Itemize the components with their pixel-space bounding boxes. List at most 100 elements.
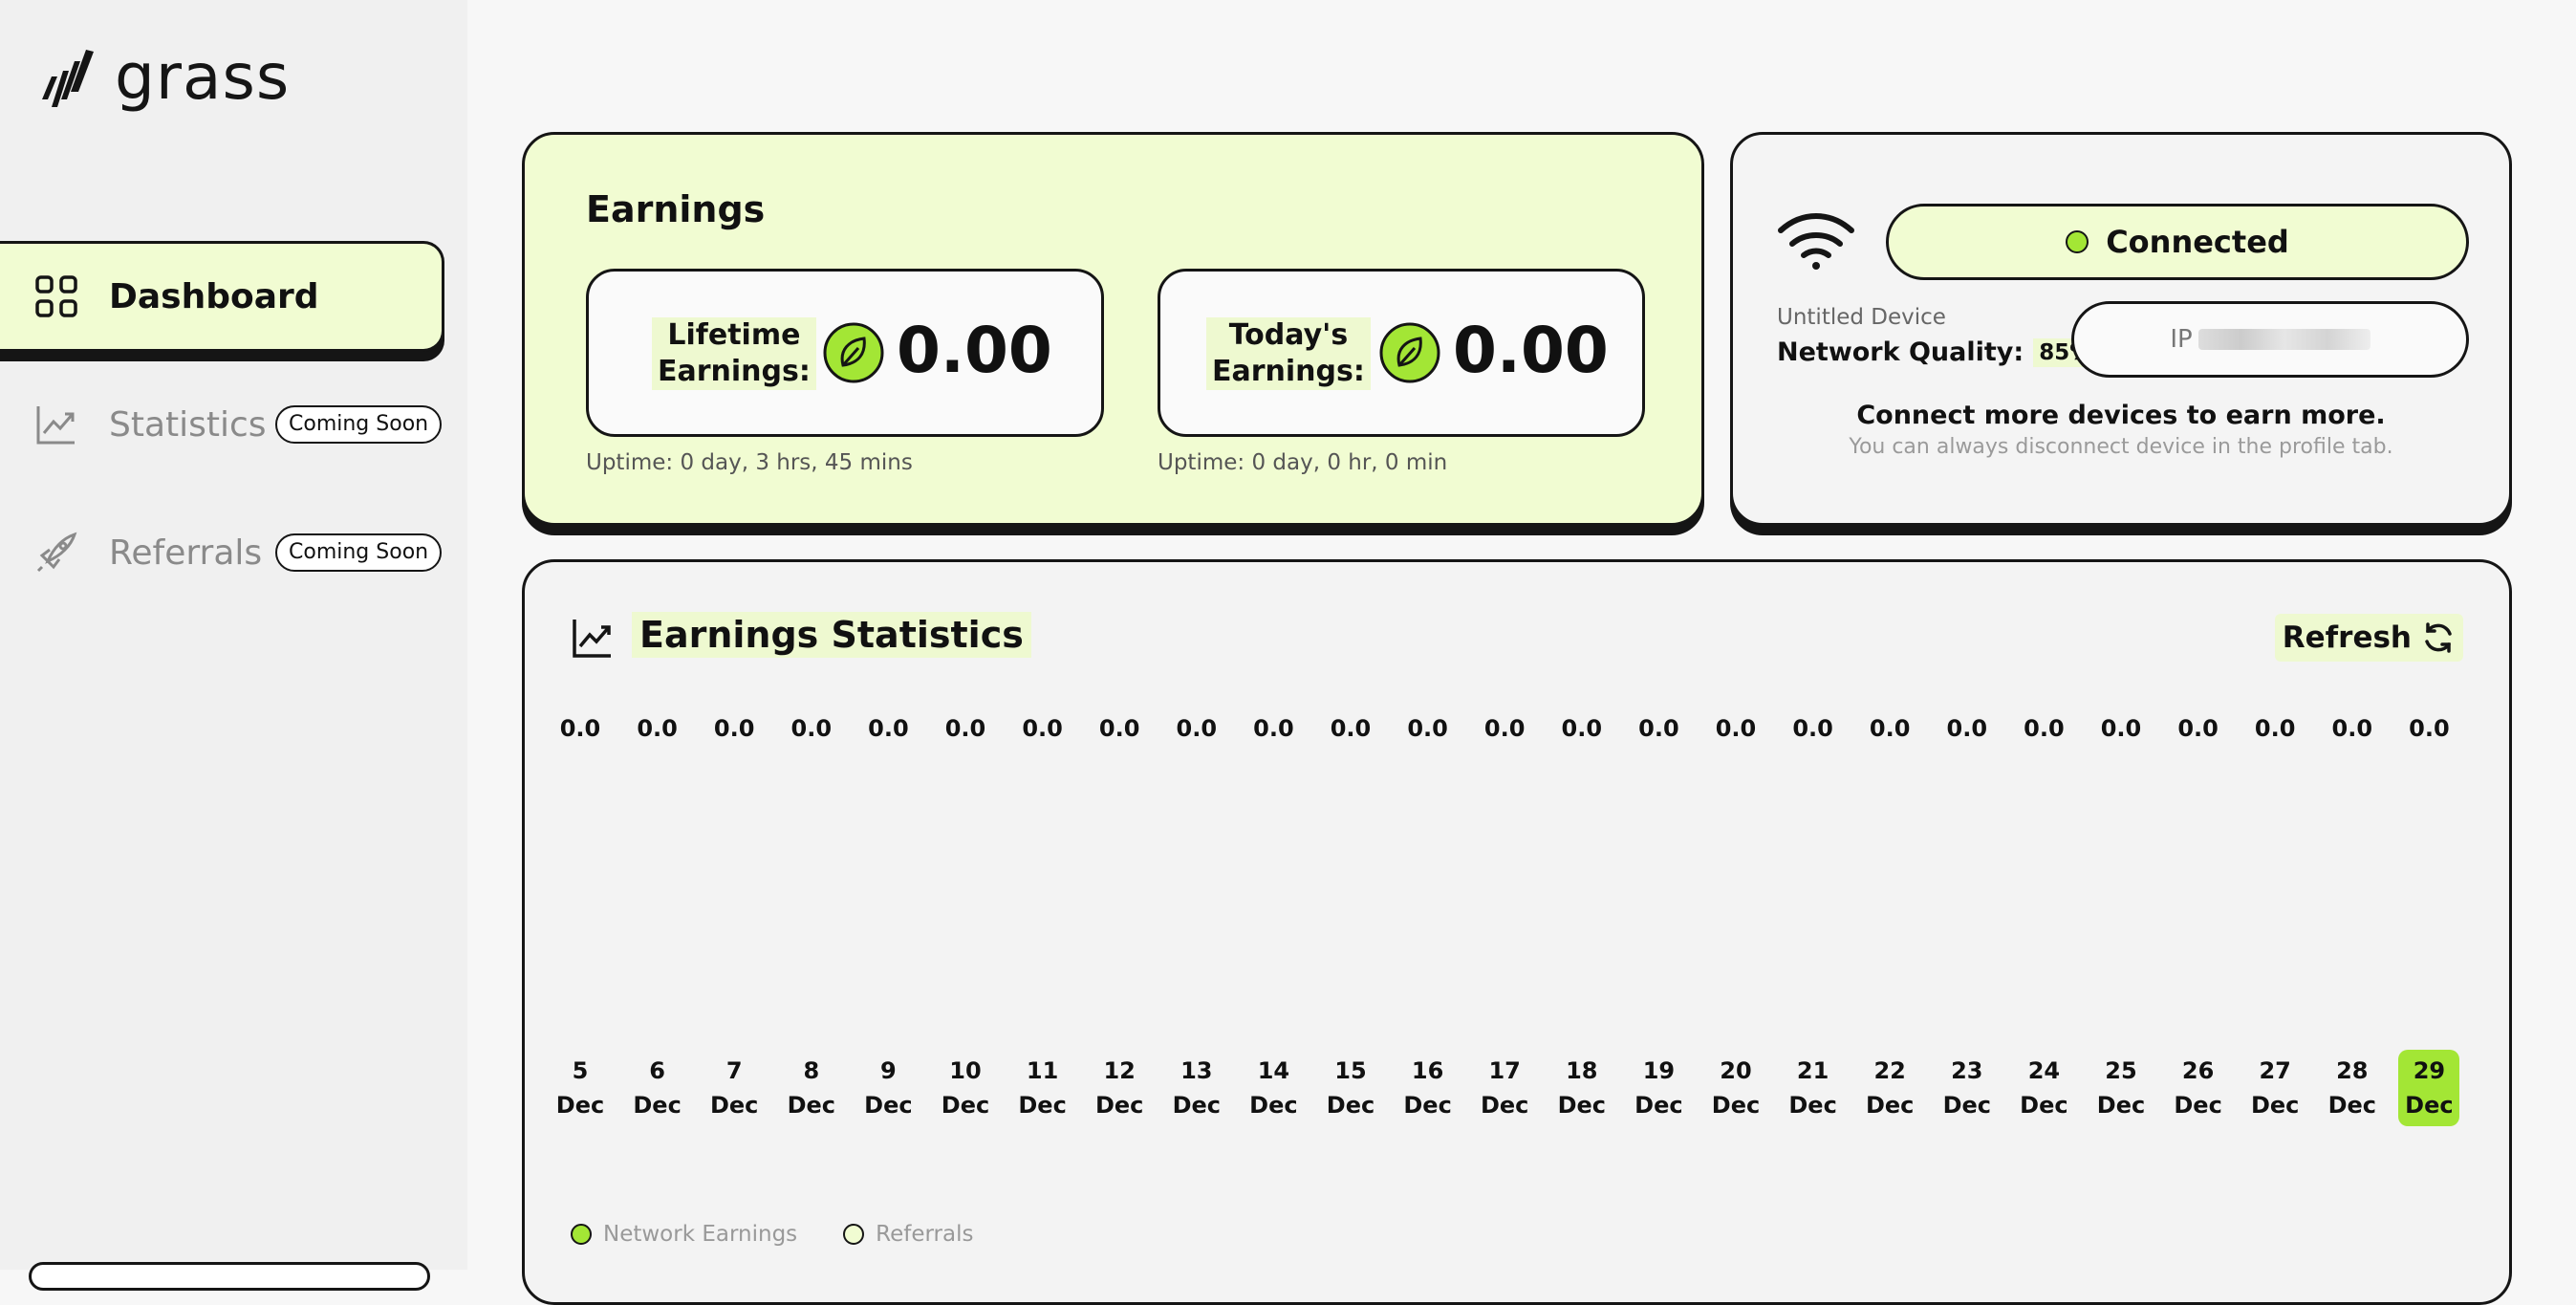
refresh-button[interactable]: Refresh bbox=[2274, 614, 2463, 662]
chart-date-day: 6 bbox=[649, 1057, 665, 1084]
chart-date-label[interactable]: 23 Dec bbox=[1937, 1050, 1998, 1126]
chart-date-month: Dec bbox=[941, 1092, 990, 1119]
chart-date-month: Dec bbox=[1249, 1092, 1298, 1119]
chart-date-day: 16 bbox=[1411, 1057, 1444, 1084]
chart-date-label[interactable]: 13 Dec bbox=[1166, 1050, 1227, 1126]
chart-date-day: 9 bbox=[880, 1057, 897, 1084]
lifetime-earnings-amount: 0.00 bbox=[897, 314, 1052, 387]
ip-address-field[interactable]: IP bbox=[2071, 301, 2469, 378]
label-line: Lifetime bbox=[667, 318, 801, 352]
coming-soon-badge: Coming Soon bbox=[275, 405, 443, 444]
chart-value-label: 0.0 bbox=[2331, 715, 2373, 742]
chart-value-label: 0.0 bbox=[637, 715, 678, 742]
chart-value-label: 0.0 bbox=[1253, 715, 1294, 742]
chart-date-month: Dec bbox=[1403, 1092, 1452, 1119]
chart-date-month: Dec bbox=[1865, 1092, 1915, 1119]
chart-date-label[interactable]: 12 Dec bbox=[1089, 1050, 1150, 1126]
chart-date-month: Dec bbox=[2250, 1092, 2300, 1119]
chart-value-label: 0.0 bbox=[2177, 715, 2219, 742]
chart-date-label[interactable]: 26 Dec bbox=[2168, 1050, 2229, 1126]
chart-legend: Network Earnings Referrals bbox=[571, 1222, 1019, 1247]
chart-date-label[interactable]: 28 Dec bbox=[2322, 1050, 2383, 1126]
chart-date-label[interactable]: 7 Dec bbox=[704, 1050, 765, 1126]
chart-date-month: Dec bbox=[864, 1092, 913, 1119]
sidebar-item-statistics[interactable]: Statistics Coming Soon bbox=[0, 369, 444, 480]
chart-date-label[interactable]: 8 Dec bbox=[781, 1050, 842, 1126]
earnings-title: Earnings bbox=[586, 188, 766, 230]
chart-date-day: 19 bbox=[1642, 1057, 1676, 1084]
chart-date-month: Dec bbox=[2405, 1092, 2454, 1119]
wifi-icon bbox=[1778, 213, 1854, 270]
legend-swatch bbox=[571, 1224, 592, 1245]
today-earnings-amount: 0.00 bbox=[1453, 314, 1609, 387]
chart-date-day: 23 bbox=[1951, 1057, 1983, 1084]
chart-date-month: Dec bbox=[1634, 1092, 1683, 1119]
chart-date-day: 26 bbox=[2181, 1057, 2215, 1084]
today-uptime: Uptime: 0 day, 0 hr, 0 min bbox=[1158, 450, 1448, 475]
chart-date-label[interactable]: 19 Dec bbox=[1628, 1050, 1689, 1126]
chart-value-label: 0.0 bbox=[713, 715, 755, 742]
sidebar-bottom-button[interactable] bbox=[29, 1262, 430, 1291]
chart-date-day: 10 bbox=[949, 1057, 982, 1084]
coming-soon-badge: Coming Soon bbox=[275, 533, 443, 572]
legend-item-referrals[interactable]: Referrals bbox=[843, 1222, 973, 1247]
chart-date-day: 28 bbox=[2336, 1057, 2369, 1084]
today-earnings-box: Today's Earnings: 0.00 bbox=[1158, 269, 1645, 437]
chart-date-day: 27 bbox=[2259, 1057, 2291, 1084]
lifetime-earnings-label: Lifetime Earnings: bbox=[652, 317, 816, 390]
chart-date-label[interactable]: 27 Dec bbox=[2244, 1050, 2305, 1126]
legend-label: Referrals bbox=[876, 1222, 974, 1247]
chart-date-day: 20 bbox=[1720, 1057, 1752, 1084]
chart-date-label[interactable]: 16 Dec bbox=[1397, 1050, 1459, 1126]
chart-value-label: 0.0 bbox=[2100, 715, 2142, 742]
chart-value-label: 0.0 bbox=[2024, 715, 2065, 742]
chart-date-label[interactable]: 25 Dec bbox=[2090, 1050, 2152, 1126]
device-name: Untitled Device bbox=[1777, 305, 1946, 330]
lifetime-earnings-box: Lifetime Earnings: 0.00 bbox=[586, 269, 1104, 437]
chart-date-day: 14 bbox=[1257, 1057, 1290, 1084]
sidebar-item-label: Referrals bbox=[109, 533, 263, 573]
rocket-icon bbox=[36, 532, 77, 573]
chart-date-day: 29 bbox=[2413, 1057, 2446, 1084]
chart-date-label[interactable]: 10 Dec bbox=[935, 1050, 996, 1126]
chart-date-day: 25 bbox=[2105, 1057, 2137, 1084]
connection-status[interactable]: Connected bbox=[1886, 204, 2469, 280]
chart-date-month: Dec bbox=[2327, 1092, 2377, 1119]
chart-date-label[interactable]: 15 Dec bbox=[1320, 1050, 1381, 1126]
chart-date-label[interactable]: 11 Dec bbox=[1012, 1050, 1073, 1126]
chart-date-label[interactable]: 29 Dec bbox=[2398, 1050, 2460, 1126]
chart-date-label[interactable]: 9 Dec bbox=[857, 1050, 919, 1126]
chart-date-month: Dec bbox=[1172, 1092, 1222, 1119]
chart-date-label[interactable]: 6 Dec bbox=[627, 1050, 688, 1126]
chart-value-label: 0.0 bbox=[1715, 715, 1757, 742]
chart-date-label[interactable]: 14 Dec bbox=[1243, 1050, 1304, 1126]
chart-date-month: Dec bbox=[1788, 1092, 1837, 1119]
chart-line-icon bbox=[36, 406, 75, 445]
chart-date-label[interactable]: 24 Dec bbox=[2013, 1050, 2074, 1126]
chart-value-label: 0.0 bbox=[2254, 715, 2296, 742]
statistics-title: Earnings Statistics bbox=[632, 612, 1031, 658]
chart-date-label[interactable]: 18 Dec bbox=[1551, 1050, 1613, 1126]
chart-date-day: 5 bbox=[572, 1057, 589, 1084]
chart-date-month: Dec bbox=[1018, 1092, 1067, 1119]
grass-coin-icon bbox=[823, 322, 884, 383]
chart-date-label[interactable]: 22 Dec bbox=[1859, 1050, 1920, 1126]
chart-date-label[interactable]: 5 Dec bbox=[550, 1050, 611, 1126]
chart-date-label[interactable]: 17 Dec bbox=[1474, 1050, 1535, 1126]
chart-value-label: 0.0 bbox=[1869, 715, 1911, 742]
refresh-icon bbox=[2425, 622, 2452, 653]
sidebar-item-label: Dashboard bbox=[109, 276, 319, 316]
network-quality-label: Network Quality: bbox=[1777, 337, 2024, 367]
logo-text: grass bbox=[115, 39, 291, 114]
ip-label: IP bbox=[2170, 325, 2193, 354]
legend-item-network-earnings[interactable]: Network Earnings bbox=[571, 1222, 797, 1247]
chart-date-day: 8 bbox=[803, 1057, 820, 1084]
chart-date-label[interactable]: 20 Dec bbox=[1705, 1050, 1766, 1126]
sidebar-item-dashboard[interactable]: Dashboard bbox=[0, 241, 444, 352]
chart-date-label[interactable]: 21 Dec bbox=[1783, 1050, 1844, 1126]
logo[interactable]: grass bbox=[38, 38, 290, 115]
chart-value-label: 0.0 bbox=[790, 715, 833, 742]
sidebar-item-referrals[interactable]: Referrals Coming Soon bbox=[0, 497, 444, 608]
refresh-label: Refresh bbox=[2282, 620, 2412, 655]
chart-date-day: 11 bbox=[1026, 1057, 1059, 1084]
